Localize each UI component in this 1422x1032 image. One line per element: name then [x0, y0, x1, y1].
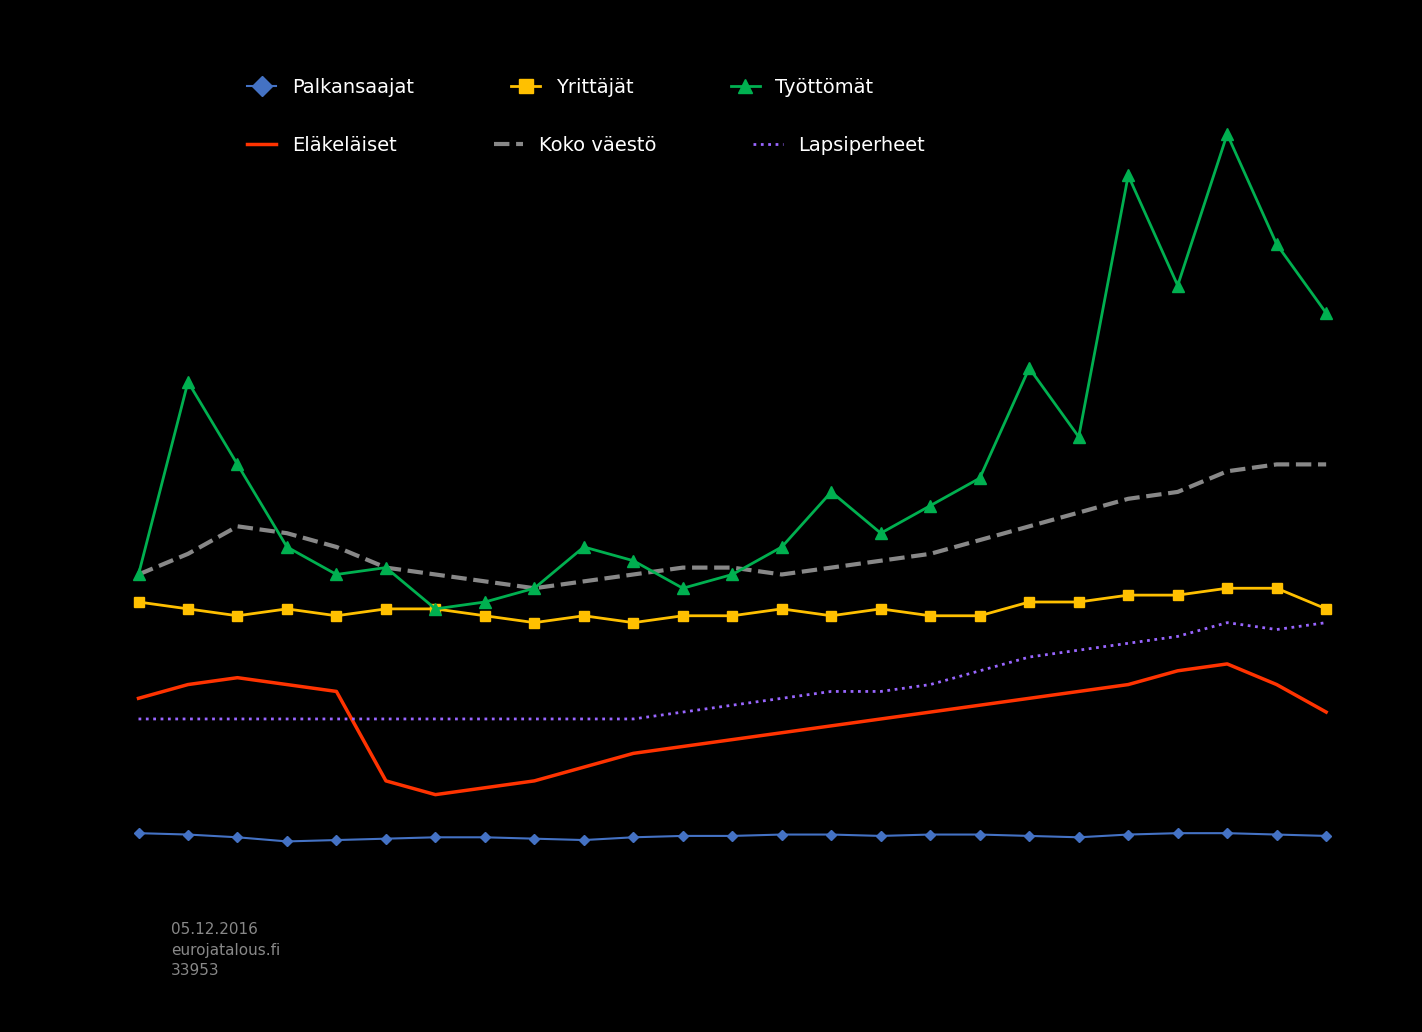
- Text: 33953: 33953: [171, 963, 219, 978]
- Text: 05.12.2016: 05.12.2016: [171, 922, 257, 937]
- Text: eurojatalous.fi: eurojatalous.fi: [171, 942, 280, 958]
- Legend: Eläkeläiset, Koko väestö, Lapsiperheet: Eläkeläiset, Koko väestö, Lapsiperheet: [247, 135, 924, 155]
